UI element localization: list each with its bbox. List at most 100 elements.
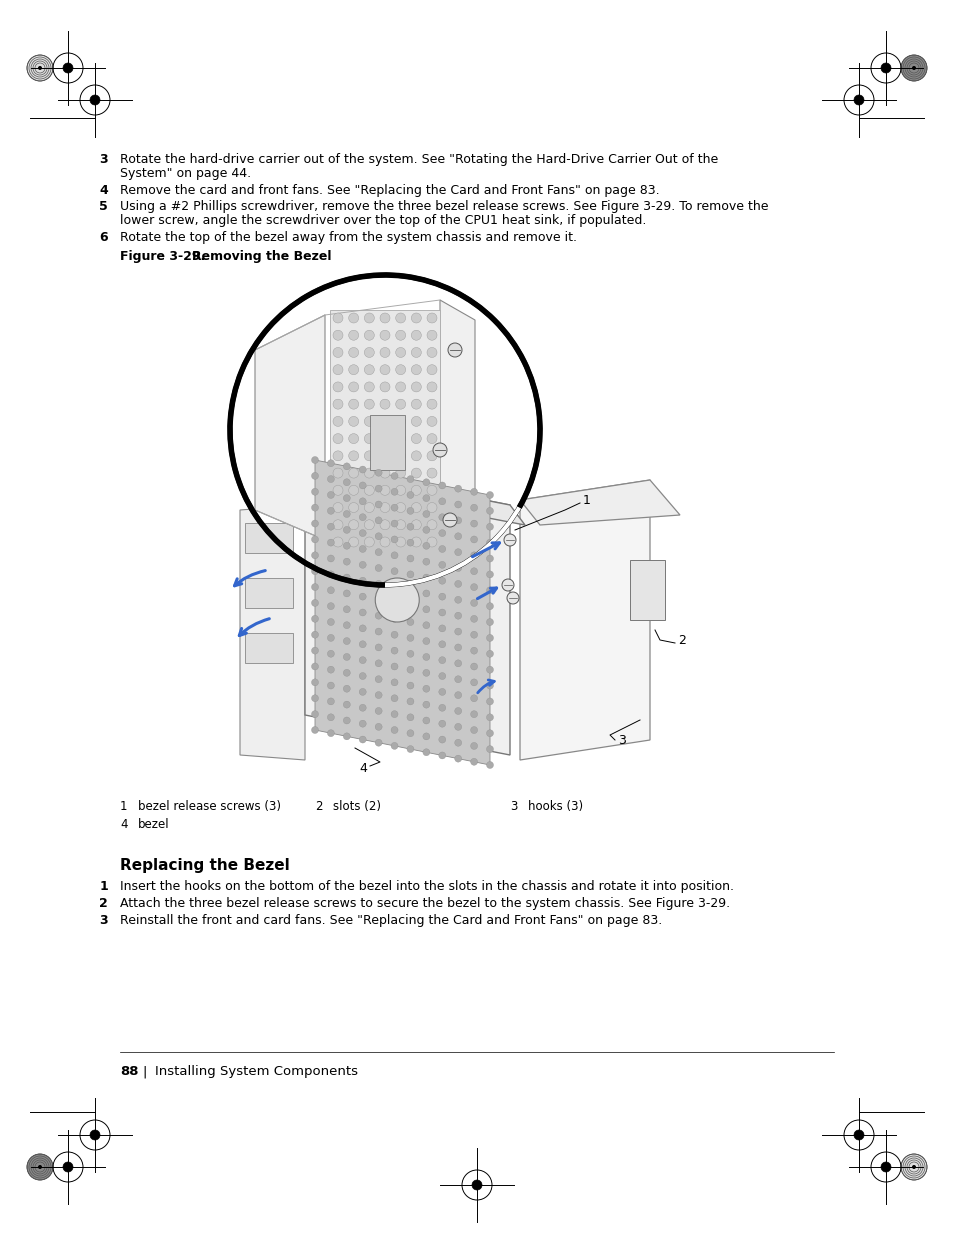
- Circle shape: [427, 520, 436, 530]
- Circle shape: [348, 520, 358, 530]
- Circle shape: [333, 364, 343, 374]
- Circle shape: [470, 536, 477, 543]
- Circle shape: [375, 597, 382, 603]
- Circle shape: [375, 629, 382, 635]
- Circle shape: [364, 468, 374, 478]
- Circle shape: [312, 599, 318, 606]
- Text: 3: 3: [99, 914, 108, 927]
- Circle shape: [427, 503, 436, 513]
- Circle shape: [470, 599, 477, 606]
- Circle shape: [395, 347, 405, 357]
- Circle shape: [853, 1130, 863, 1140]
- Text: hooks (3): hooks (3): [527, 800, 582, 813]
- Circle shape: [470, 679, 477, 685]
- Circle shape: [395, 485, 405, 495]
- Circle shape: [391, 488, 397, 495]
- Circle shape: [427, 433, 436, 443]
- Circle shape: [327, 555, 335, 562]
- Circle shape: [407, 540, 414, 546]
- Circle shape: [900, 1153, 926, 1179]
- Circle shape: [427, 347, 436, 357]
- Circle shape: [312, 568, 318, 574]
- Circle shape: [333, 451, 343, 461]
- Circle shape: [395, 312, 405, 324]
- Circle shape: [422, 653, 430, 661]
- Circle shape: [327, 698, 335, 705]
- Circle shape: [27, 1153, 53, 1179]
- Circle shape: [407, 475, 414, 483]
- Circle shape: [333, 330, 343, 340]
- Circle shape: [407, 714, 414, 721]
- Circle shape: [379, 468, 390, 478]
- Text: 1: 1: [99, 881, 108, 893]
- Circle shape: [470, 615, 477, 622]
- Circle shape: [427, 312, 436, 324]
- Text: 4: 4: [99, 184, 108, 198]
- Text: Figure 3-29.: Figure 3-29.: [120, 249, 205, 263]
- Circle shape: [411, 312, 421, 324]
- Circle shape: [230, 275, 539, 585]
- Circle shape: [395, 330, 405, 340]
- Circle shape: [312, 647, 318, 655]
- Circle shape: [343, 463, 350, 469]
- Circle shape: [391, 679, 397, 685]
- Circle shape: [343, 495, 350, 501]
- Circle shape: [379, 330, 390, 340]
- Circle shape: [364, 330, 374, 340]
- Circle shape: [407, 508, 414, 514]
- Circle shape: [391, 631, 397, 638]
- Circle shape: [470, 488, 477, 495]
- Circle shape: [438, 498, 445, 505]
- Circle shape: [395, 382, 405, 391]
- Text: slots (2): slots (2): [333, 800, 380, 813]
- Circle shape: [364, 382, 374, 391]
- Circle shape: [411, 468, 421, 478]
- Polygon shape: [519, 480, 649, 760]
- Circle shape: [375, 548, 382, 556]
- Circle shape: [343, 621, 350, 629]
- Circle shape: [411, 451, 421, 461]
- Circle shape: [470, 568, 477, 574]
- Circle shape: [348, 312, 358, 324]
- Circle shape: [486, 714, 493, 721]
- FancyBboxPatch shape: [245, 578, 293, 608]
- Circle shape: [364, 399, 374, 409]
- Circle shape: [486, 651, 493, 657]
- Circle shape: [422, 718, 430, 724]
- Circle shape: [375, 501, 382, 508]
- Circle shape: [327, 524, 335, 530]
- Circle shape: [343, 479, 350, 485]
- Circle shape: [375, 708, 382, 715]
- Circle shape: [63, 63, 73, 73]
- Circle shape: [375, 740, 382, 746]
- Text: Replacing the Bezel: Replacing the Bezel: [120, 858, 290, 873]
- Circle shape: [312, 457, 318, 463]
- Circle shape: [348, 485, 358, 495]
- Circle shape: [364, 520, 374, 530]
- Circle shape: [343, 637, 350, 645]
- Circle shape: [379, 312, 390, 324]
- Circle shape: [486, 762, 493, 768]
- Circle shape: [422, 732, 430, 740]
- Circle shape: [343, 526, 350, 534]
- Circle shape: [391, 552, 397, 558]
- Polygon shape: [519, 480, 679, 525]
- Circle shape: [395, 503, 405, 513]
- Circle shape: [359, 673, 366, 679]
- Circle shape: [343, 590, 350, 597]
- Text: 6: 6: [99, 231, 108, 245]
- Circle shape: [427, 537, 436, 547]
- Text: 3: 3: [618, 734, 625, 746]
- Circle shape: [395, 433, 405, 443]
- Circle shape: [433, 443, 447, 457]
- Circle shape: [348, 503, 358, 513]
- Text: Attach the three bezel release screws to secure the bezel to the system chassis.: Attach the three bezel release screws to…: [120, 897, 729, 910]
- Circle shape: [455, 564, 461, 572]
- Circle shape: [470, 631, 477, 638]
- Circle shape: [391, 742, 397, 750]
- Circle shape: [486, 540, 493, 546]
- Circle shape: [379, 485, 390, 495]
- Circle shape: [427, 468, 436, 478]
- Circle shape: [486, 682, 493, 689]
- Circle shape: [455, 501, 461, 508]
